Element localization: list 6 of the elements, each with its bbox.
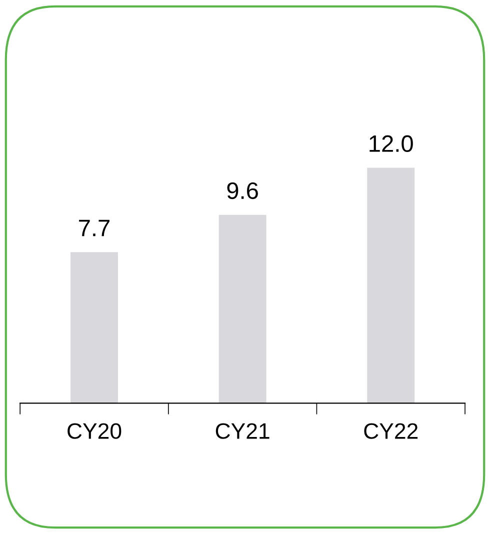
x-tick-label: CY21 [216,423,270,439]
data-label: 9.6 [227,182,258,200]
x-tick-label: CY22 [364,423,418,439]
data-label: 7.7 [79,220,110,236]
data-label: 12.0 [370,135,413,152]
x-tick-label: CY20 [68,423,122,439]
